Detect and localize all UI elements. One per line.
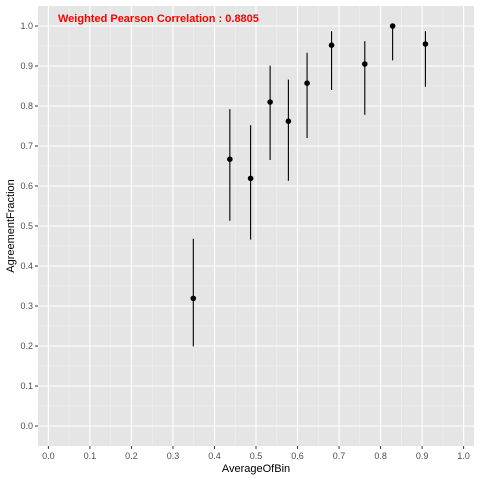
data-point: [361, 61, 368, 67]
x-tick-label: 0.3: [167, 451, 180, 461]
x-tick-label: 0.0: [42, 451, 55, 461]
y-tick-label: 0.0: [20, 421, 33, 431]
data-point: [227, 156, 233, 162]
y-tick-label: 0.2: [20, 341, 33, 351]
x-axis-title: AverageOfBin: [222, 463, 290, 475]
data-point: [304, 80, 310, 86]
x-tick-label: 0.6: [291, 451, 304, 461]
data-point: [267, 99, 273, 105]
y-axis-title: AgreementFraction: [5, 179, 17, 273]
x-tick-label: 0.7: [333, 451, 346, 461]
x-tick-label: 1.0: [457, 451, 470, 461]
y-tick-label: 1.0: [20, 21, 33, 31]
y-tick-label: 0.4: [20, 261, 33, 271]
y-tick-label: 0.5: [20, 221, 33, 231]
y-axis-ticks: 0.0 0.1 0.2 0.3 0.4 0.5 0.6 0.7 0.8 0.9 1.0: [20, 21, 38, 431]
data-points: [190, 23, 429, 302]
x-axis-ticks: 0.0 0.1 0.2 0.3 0.4 0.5 0.6 0.7 0.8 0.9 1.0: [42, 446, 470, 461]
x-tick-label: 0.4: [208, 451, 221, 461]
correlation-annotation: Weighted Pearson Correlation : 0.8805: [58, 13, 259, 25]
data-point: [190, 295, 197, 302]
y-tick-label: 0.6: [20, 181, 33, 191]
data-point: [389, 23, 396, 29]
data-point: [422, 41, 429, 47]
x-tick-label: 0.5: [250, 451, 263, 461]
x-tick-label: 0.1: [84, 451, 97, 461]
data-point: [328, 42, 335, 48]
y-tick-label: 0.9: [20, 61, 33, 71]
y-tick-label: 0.3: [20, 301, 33, 311]
error-bars: [192, 26, 426, 347]
y-tick-label: 0.1: [20, 381, 33, 391]
data-point: [247, 175, 254, 182]
major-gridlines: [38, 6, 474, 446]
y-tick-label: 0.7: [20, 141, 33, 151]
x-tick-label: 0.8: [374, 451, 387, 461]
x-tick-label: 0.2: [125, 451, 138, 461]
y-tick-label: 0.8: [20, 101, 33, 111]
data-point: [285, 118, 292, 124]
x-tick-label: 0.9: [416, 451, 429, 461]
